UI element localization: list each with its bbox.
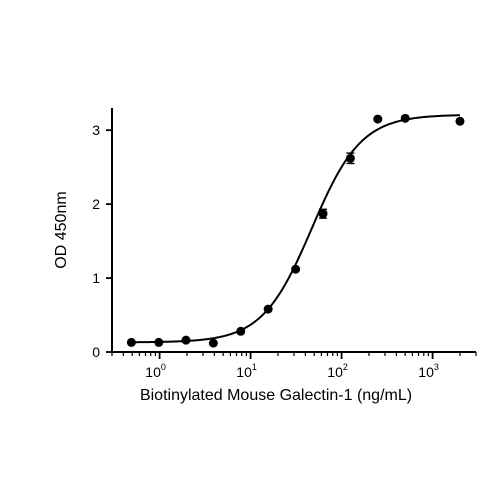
y-axis-title: OD 450nm [53, 191, 70, 268]
x-tick-label: 103 [418, 362, 439, 380]
data-points [126, 113, 465, 348]
y-ticks: 0 1 2 3 [92, 122, 112, 360]
data-point [318, 209, 328, 219]
data-point [455, 116, 465, 126]
x-tick-label: 100 [145, 362, 166, 380]
data-point [373, 114, 383, 124]
data-point [236, 326, 246, 336]
data-point [181, 335, 191, 345]
axes [111, 108, 476, 353]
y-tick-label: 2 [92, 196, 100, 212]
data-point [291, 264, 301, 274]
data-point [263, 304, 273, 314]
y-tick-label: 1 [92, 270, 100, 286]
x-tick-label: 101 [236, 362, 257, 380]
data-point [400, 113, 410, 123]
y-tick-label: 3 [92, 122, 100, 138]
data-point [345, 153, 355, 163]
x-tick-label: 102 [327, 362, 348, 380]
data-point [208, 338, 218, 348]
data-point [154, 337, 164, 347]
y-tick-label: 0 [92, 344, 100, 360]
x-axis-title: Biotinylated Mouse Galectin-1 (ng/mL) [140, 387, 412, 404]
x-ticks: 100 101 102 103 [111, 352, 477, 380]
fit-curve [131, 114, 460, 344]
data-point [126, 337, 136, 347]
